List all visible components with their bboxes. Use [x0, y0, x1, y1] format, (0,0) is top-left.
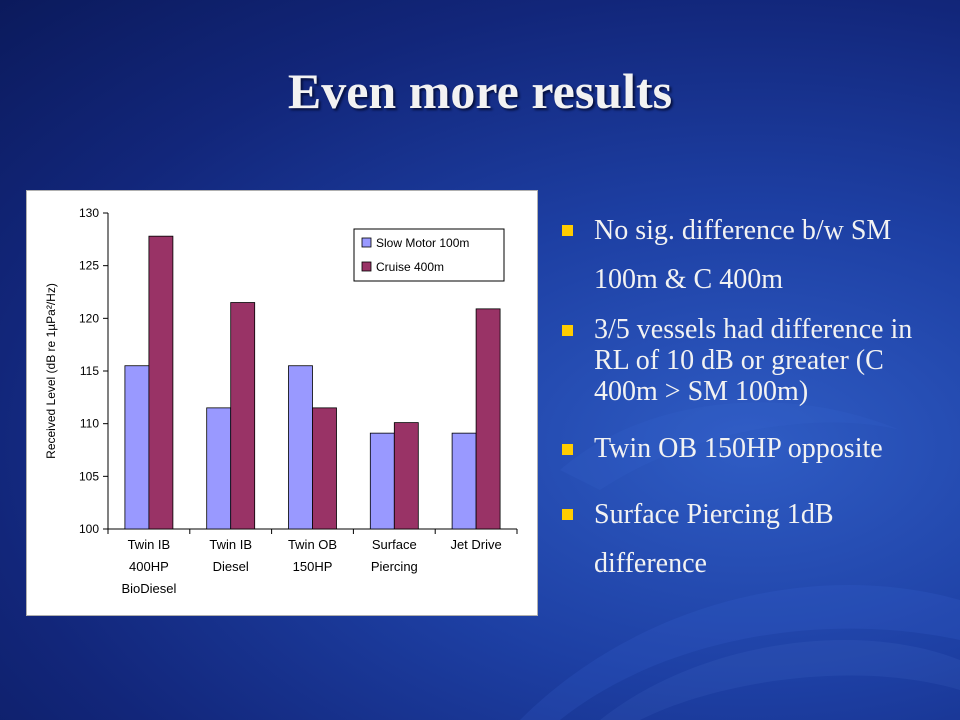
bullet-text: Surface Piercing 1dB difference: [594, 499, 834, 579]
y-tick-label: 130: [79, 206, 99, 220]
legend-label: Cruise 400m: [376, 260, 444, 274]
bar-cruise: [393, 422, 419, 530]
y-tick-label: 110: [80, 417, 99, 431]
bar-cruise: [475, 308, 501, 530]
y-axis-title: Received Level (dB re 1µPa²/Hz): [44, 283, 58, 459]
bullet-item: No sig. difference b/w SM 100m & C 400m: [560, 206, 940, 304]
bullet-text: No sig. difference b/w SM 100m & C 400m: [594, 215, 892, 295]
bar-cruise: [230, 302, 256, 530]
y-tick-label: 125: [79, 259, 99, 273]
bar-chart: 100 105 110 115 120 125 130 Received Level (dB …: [26, 190, 538, 616]
chart-canvas: 100 105 110 115 120 125 130 Received Level (dB …: [44, 206, 518, 596]
legend-swatch: [361, 237, 372, 248]
x-category-label: BioDiesel: [121, 581, 176, 596]
x-category-label: Twin OB: [288, 537, 337, 552]
bar-cruise: [148, 235, 174, 530]
x-category-label: Jet Drive: [450, 537, 501, 552]
bullet-item: 3/5 vessels had difference in RL of 10 d…: [560, 314, 940, 407]
bar-slow-motor: [124, 365, 150, 530]
slide-title: Even more results: [287, 63, 673, 119]
x-category-label: Diesel: [213, 559, 249, 574]
legend-label: Slow Motor 100m: [376, 236, 469, 250]
bar-slow-motor: [288, 365, 313, 530]
bullet-text: Twin OB 150HP opposite: [594, 433, 883, 464]
bullet-text: 3/5 vessels had difference in RL of 10 d…: [594, 314, 913, 407]
bullet-item: Twin OB 150HP opposite: [560, 433, 940, 464]
square-bullet-icon: [562, 444, 573, 455]
bullet-item: Surface Piercing 1dB difference: [560, 490, 940, 588]
bar-cruise: [312, 407, 337, 530]
square-bullet-icon: [562, 509, 573, 520]
y-tick-label: 100: [79, 522, 99, 536]
bar-slow-motor: [369, 432, 395, 530]
x-category-label: 400HP: [129, 559, 169, 574]
square-bullet-icon: [562, 325, 573, 336]
legend-box: [353, 228, 505, 282]
x-category-label: Twin IB: [128, 537, 171, 552]
y-tick-label: 115: [80, 364, 99, 378]
bar-slow-motor: [451, 432, 477, 530]
x-category-label: Twin IB: [209, 537, 252, 552]
bar-slow-motor: [206, 407, 232, 530]
square-bullet-icon: [562, 225, 573, 236]
y-tick-label: 105: [79, 469, 99, 483]
legend-swatch: [361, 261, 372, 272]
x-category-label: 150HP: [293, 559, 333, 574]
x-category-label: Piercing: [371, 559, 418, 574]
x-category-label: Surface: [372, 537, 417, 552]
y-tick-label: 120: [79, 311, 99, 325]
bullet-list: No sig. difference b/w SM 100m & C 400m …: [560, 206, 940, 598]
